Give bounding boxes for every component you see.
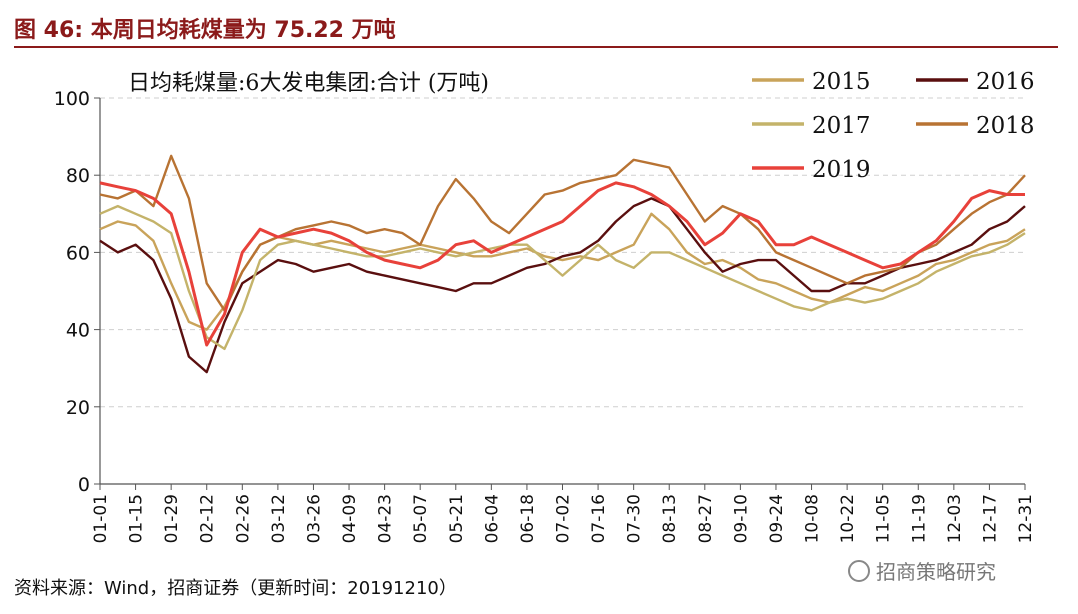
- chart-title: 日均耗煤量:6大发电集团:合计 (万吨): [128, 71, 489, 96]
- x-tick-label: 03-12: [269, 494, 289, 543]
- y-tick-label: 100: [54, 88, 90, 110]
- x-tick-label: 08-13: [660, 494, 680, 543]
- x-tick-label: 03-26: [304, 494, 324, 543]
- series-line-2018: [99, 154, 1026, 312]
- legend-label: 2016: [976, 69, 1035, 95]
- series-lines: [99, 154, 1026, 374]
- series-line-2016: [99, 197, 1026, 374]
- x-tick-label: 05-21: [447, 494, 467, 543]
- legend-label: 2019: [812, 157, 871, 183]
- x-tick-label: 07-16: [589, 494, 609, 543]
- x-tick-label: 01-29: [162, 494, 182, 543]
- watermark-text: 招商策略研究: [876, 560, 996, 584]
- x-tick-label: 04-23: [376, 494, 396, 543]
- x-tick-label: 07-02: [554, 494, 574, 543]
- legend-label: 2018: [976, 113, 1035, 139]
- x-tick-label: 02-26: [233, 494, 253, 543]
- y-tick-label: 80: [66, 165, 90, 187]
- x-tick-label: 06-04: [482, 494, 502, 543]
- series-line-2017: [99, 204, 1026, 351]
- legend-label: 2015: [812, 69, 871, 95]
- series-line-2019: [99, 181, 1025, 347]
- y-tick-label: 60: [66, 242, 90, 264]
- x-axis-ticks: 01-01 01-15 01-29 02-12 02-26 03-12 03-26 04-09…: [91, 484, 1036, 543]
- y-tick-label: 0: [78, 474, 90, 496]
- title-divider: [14, 46, 1058, 48]
- x-tick-label: 12-17: [980, 494, 1000, 543]
- watermark: 招商策略研究: [848, 556, 996, 585]
- x-tick-label: 01-01: [91, 494, 111, 543]
- x-tick-label: 05-07: [411, 494, 431, 543]
- x-tick-label: 09-10: [731, 494, 751, 543]
- y-tick-label: 40: [66, 320, 90, 342]
- legend: 2015 2016 2017 2018 2019: [752, 69, 1035, 183]
- x-tick-label: 10-22: [838, 494, 858, 543]
- x-tick-label: 08-27: [696, 494, 716, 543]
- source-note: 资料来源：Wind，招商证券（更新时间：20191210）: [14, 578, 457, 599]
- x-tick-label: 02-12: [198, 494, 218, 543]
- y-tick-label: 20: [66, 397, 90, 419]
- figure-title: 图 46: 本周日均耗煤量为 75.22 万吨: [14, 18, 396, 43]
- x-tick-label: 12-31: [1016, 494, 1036, 543]
- x-tick-label: 06-18: [518, 494, 538, 543]
- grid-lines: [100, 97, 1025, 408]
- x-tick-label: 07-30: [625, 494, 645, 543]
- x-tick-label: 10-08: [803, 494, 823, 543]
- x-tick-label: 04-09: [340, 494, 360, 543]
- x-tick-label: 11-19: [909, 494, 929, 543]
- line-chart: 0 20 40 60 80 100 01-01 01-15 01-29 02-12 02-26 03…: [54, 69, 1036, 543]
- legend-label: 2017: [812, 113, 871, 139]
- y-axis-ticks: 0 20 40 60 80 100: [54, 88, 100, 496]
- figure-header: 图 46: 本周日均耗煤量为 75.22 万吨: [14, 12, 1064, 46]
- x-tick-label: 12-03: [945, 494, 965, 543]
- x-tick-label: 09-24: [767, 494, 787, 543]
- wechat-icon: [848, 559, 870, 582]
- x-tick-label: 01-15: [127, 494, 147, 543]
- x-tick-label: 11-05: [874, 494, 894, 543]
